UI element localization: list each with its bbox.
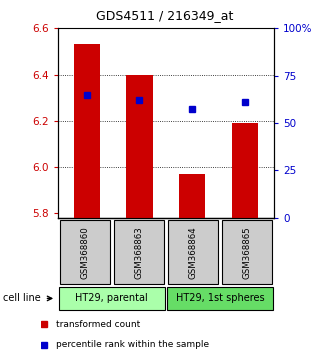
Bar — [167, 287, 273, 309]
Bar — [126, 74, 153, 218]
Text: GSM368860: GSM368860 — [80, 226, 89, 279]
Bar — [60, 220, 110, 284]
Text: HT29, 1st spheres: HT29, 1st spheres — [176, 293, 264, 303]
Text: GSM368865: GSM368865 — [242, 226, 251, 279]
Bar — [222, 220, 272, 284]
Bar — [232, 123, 258, 218]
Bar — [179, 174, 205, 218]
Text: transformed count: transformed count — [56, 320, 141, 329]
Text: percentile rank within the sample: percentile rank within the sample — [56, 341, 210, 349]
Bar — [168, 220, 218, 284]
Bar — [114, 220, 164, 284]
Text: GSM368864: GSM368864 — [188, 226, 197, 279]
Bar — [74, 45, 100, 218]
Text: GSM368863: GSM368863 — [134, 226, 143, 279]
Text: HT29, parental: HT29, parental — [76, 293, 148, 303]
Text: GDS4511 / 216349_at: GDS4511 / 216349_at — [96, 9, 234, 22]
Bar — [59, 287, 165, 309]
Text: cell line: cell line — [3, 293, 41, 303]
